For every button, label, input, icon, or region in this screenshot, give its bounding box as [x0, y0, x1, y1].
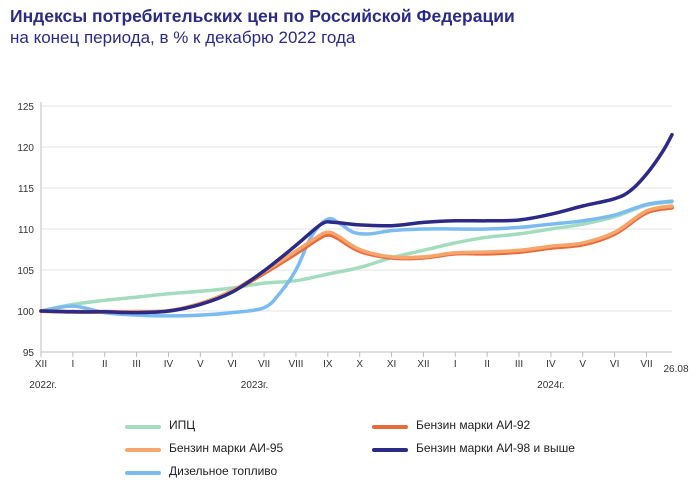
x-tick-label: V — [579, 359, 586, 370]
legend-label-ai98: Бензин марки АИ-98 и выше — [416, 441, 575, 455]
x-tick-label: II — [102, 359, 108, 370]
x-tick-label: X — [356, 359, 363, 370]
x-tick-label: I — [454, 359, 457, 370]
legend-swatch-ai92 — [372, 425, 408, 429]
legend-swatch-ai95 — [125, 448, 161, 452]
x-tick-label: VIII — [288, 359, 303, 370]
y-tick-label: 115 — [18, 184, 34, 195]
y-tick-label: 125 — [17, 102, 34, 113]
x-tick-label: I — [71, 359, 74, 370]
chart-subtitle: на конец периода, в % к декабрю 2022 год… — [10, 28, 356, 47]
x-tick-label: IX — [323, 359, 333, 370]
series-line-cpi — [39, 200, 674, 313]
chart-title: Индексы потребительских цен по Российско… — [10, 6, 515, 26]
x-tick-label: II — [484, 359, 490, 370]
y-tick-label: 95 — [23, 348, 35, 359]
year-label: 2022г. — [29, 380, 56, 391]
x-tick-label: V — [197, 359, 204, 370]
legend-swatch-ai98 — [372, 448, 408, 452]
legend-swatch-cpi — [125, 425, 161, 429]
x-tick-label: VI — [227, 359, 236, 370]
x-tick-label: XI — [387, 359, 396, 370]
x-tick-label: III — [515, 359, 523, 370]
legend-label-ai95: Бензин марки АИ-95 — [169, 441, 284, 455]
x-tick-label: XII — [417, 359, 429, 370]
legend-label-ai92: Бензин марки АИ-92 — [416, 418, 531, 432]
x-tick-label: IV — [546, 359, 556, 370]
x-tick-label: VI — [610, 359, 619, 370]
y-tick-label: 120 — [17, 143, 34, 154]
x-tick-label: III — [132, 359, 140, 370]
y-tick-label: 105 — [17, 266, 34, 277]
legend-label-cpi: ИПЦ — [169, 418, 196, 432]
x-end-date-label: 26.08 — [663, 364, 688, 375]
y-tick-label: 100 — [17, 307, 34, 318]
year-label: 2023г. — [241, 380, 268, 391]
x-tick-label: IV — [164, 359, 174, 370]
x-tick-label: VII — [640, 359, 652, 370]
series-line-ai98 — [39, 132, 674, 315]
legend-label-diesel: Дизельное топливо — [169, 464, 278, 478]
x-tick-label: XII — [35, 359, 47, 370]
y-tick-label: 110 — [18, 225, 34, 236]
legend-swatch-diesel — [125, 471, 161, 475]
x-tick-label: VII — [258, 359, 270, 370]
year-label: 2024г. — [537, 380, 564, 391]
